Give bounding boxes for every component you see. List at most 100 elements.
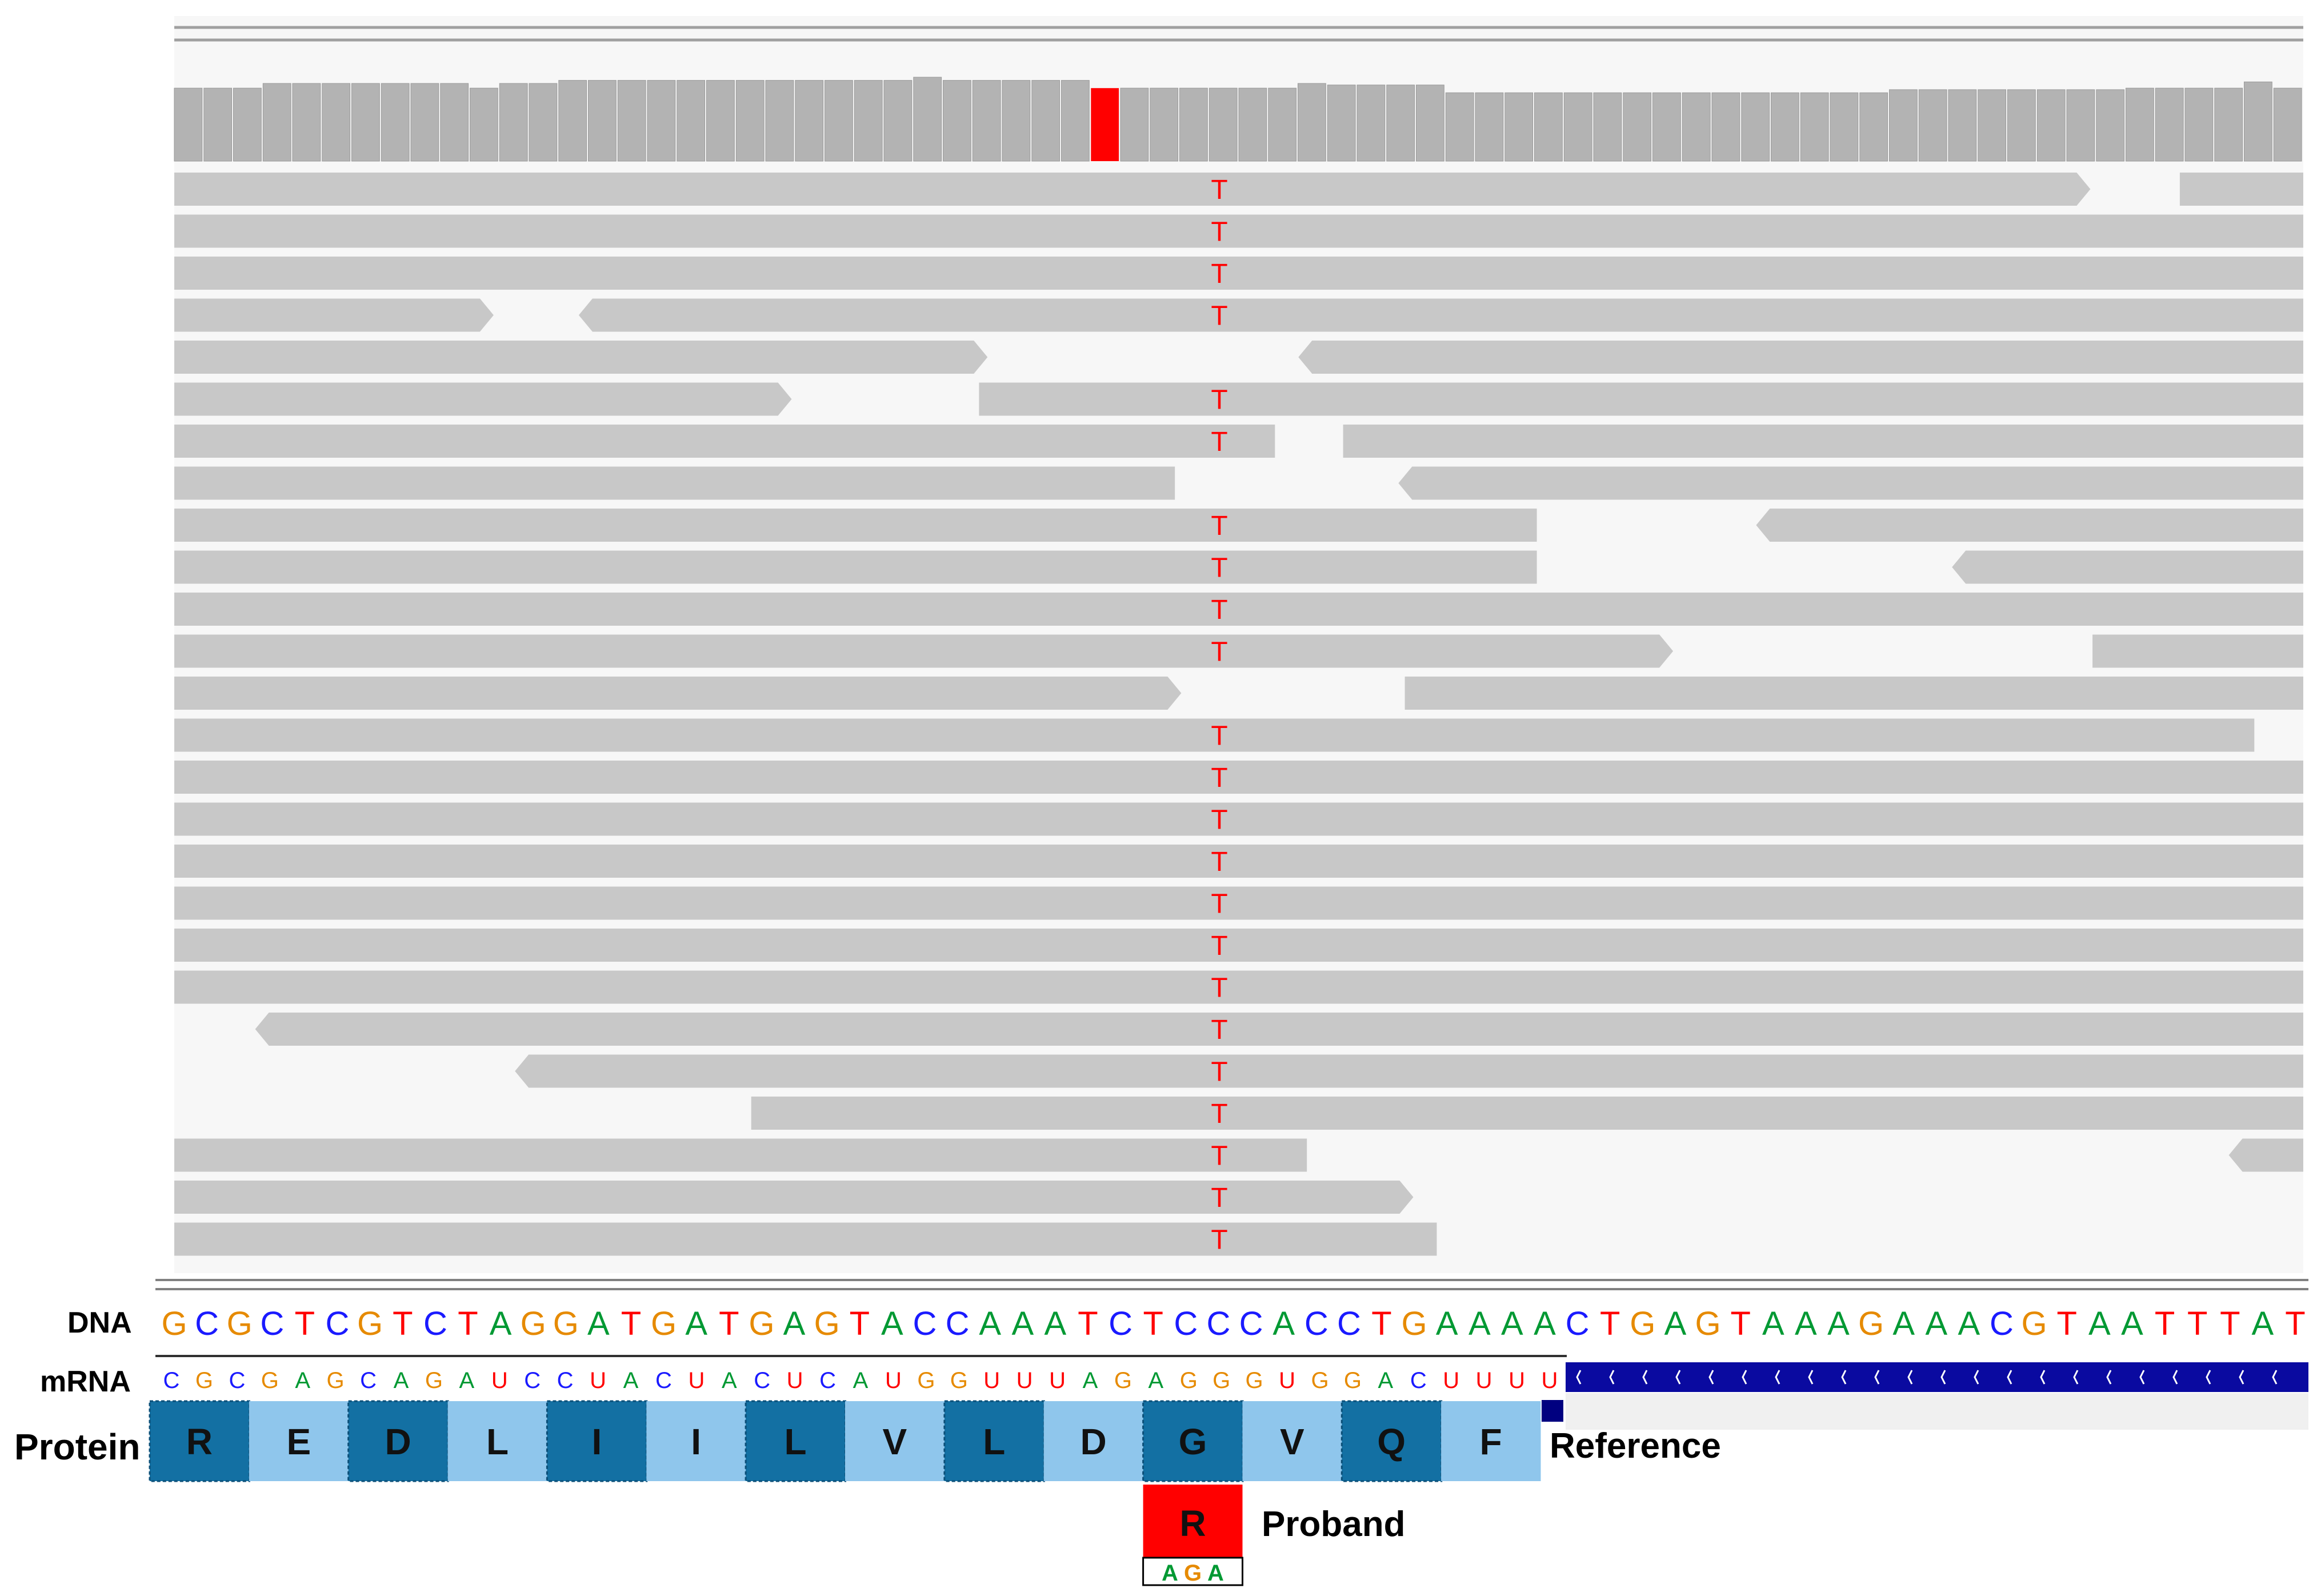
- transcript-end-cap: [1542, 1400, 1563, 1422]
- dna-base: G: [1630, 1305, 1655, 1342]
- read-mismatch-base: T: [1211, 553, 1227, 583]
- read-mismatch-base: T: [1211, 175, 1227, 205]
- proband-codon-base: A: [1162, 1561, 1178, 1586]
- protein-residue: I: [592, 1421, 602, 1462]
- dna-base: A: [1892, 1305, 1915, 1342]
- read-mismatch-base: T: [1211, 259, 1227, 289]
- protein-residue: I: [691, 1421, 701, 1462]
- coverage-bar: [2244, 81, 2272, 162]
- dna-base: C: [1206, 1305, 1230, 1342]
- read-segment: [1756, 509, 2303, 542]
- read-segment: [174, 970, 2303, 1004]
- dna-base: A: [1011, 1305, 1034, 1342]
- dna-base: A: [1827, 1305, 1850, 1342]
- dna-base: T: [719, 1305, 739, 1342]
- dna-base: T: [1730, 1305, 1750, 1342]
- proband-codon-box: [1142, 1557, 1243, 1586]
- mrna-base: G: [327, 1368, 345, 1393]
- coverage-bar: [1238, 87, 1267, 162]
- dna-base: C: [1990, 1305, 2014, 1342]
- coverage-bar: [795, 80, 824, 162]
- read-mismatch-base: T: [1211, 511, 1227, 541]
- coverage-bar: [1800, 92, 1829, 162]
- coverage-bar: [1711, 92, 1740, 162]
- coverage-bar: [735, 80, 765, 162]
- read-mismatch-base: T: [1211, 385, 1227, 415]
- read-mismatch-base: T: [1211, 1015, 1227, 1045]
- coverage-bar: [1918, 89, 1947, 162]
- protein-residue-box: [347, 1400, 449, 1482]
- mrna-base: C: [163, 1368, 180, 1393]
- coverage-bar: [1504, 92, 1534, 162]
- mrna-base: G: [1212, 1368, 1230, 1393]
- mrna-base: U: [1049, 1368, 1066, 1393]
- read-segment: [751, 1097, 2303, 1130]
- coverage-bar: [706, 80, 735, 162]
- read-segment: [174, 634, 1674, 668]
- transcript-lower-band: [1566, 1393, 2308, 1430]
- dna-base: A: [1045, 1305, 1067, 1342]
- coverage-bar: [1978, 89, 2007, 162]
- transcript-direction-arrow: [2172, 1370, 2178, 1385]
- coverage-bar: [203, 87, 233, 162]
- coverage-bar: [1593, 92, 1622, 162]
- coverage-bar: [1741, 92, 1770, 162]
- dna-base: T: [850, 1305, 870, 1342]
- coverage-bar: [2184, 87, 2214, 162]
- transcript-bar: [1566, 1362, 2308, 1392]
- dna-base: T: [295, 1305, 315, 1342]
- transcript-direction-arrow: [1576, 1370, 1582, 1385]
- dna-base: A: [1501, 1305, 1523, 1342]
- read-segment: [174, 550, 1537, 584]
- read-segment: [174, 1222, 1437, 1256]
- mrna-base: U: [688, 1368, 705, 1393]
- dna-base: T: [1143, 1305, 1163, 1342]
- mrna-base: C: [557, 1368, 574, 1393]
- dna-base: A: [1534, 1305, 1556, 1342]
- transcript-feature: [1542, 1362, 2308, 1430]
- transcript-direction-arrow: [1940, 1370, 1946, 1385]
- dna-base: C: [1109, 1305, 1133, 1342]
- mrna-base: A: [722, 1368, 737, 1393]
- coverage-bar: [1682, 92, 1711, 162]
- transcript-direction-arrow: [1775, 1370, 1780, 1385]
- mrna-base: G: [195, 1368, 213, 1393]
- transcript-direction-arrow: [1841, 1370, 1847, 1385]
- dna-base: C: [260, 1305, 284, 1342]
- protein-residue: D: [385, 1421, 411, 1462]
- read-mismatch-base: T: [1211, 217, 1227, 247]
- mrna-base: G: [1311, 1368, 1328, 1393]
- dna-base: A: [1958, 1305, 1980, 1342]
- coverage-bar: [1563, 92, 1592, 162]
- protein-residue: D: [1080, 1421, 1106, 1462]
- mrna-base: G: [1344, 1368, 1362, 1393]
- dna-base: T: [2187, 1305, 2207, 1342]
- dna-base: G: [1695, 1305, 1721, 1342]
- coverage-bar: [943, 80, 971, 162]
- dna-base: G: [2022, 1305, 2047, 1342]
- mrna-base: C: [229, 1368, 245, 1393]
- dna-base: T: [621, 1305, 641, 1342]
- coverage-bar: [2155, 87, 2184, 162]
- dna-base: A: [587, 1305, 610, 1342]
- transcript-direction-arrow: [1742, 1370, 1747, 1385]
- coverage-bar: [2273, 87, 2302, 162]
- mrna-base: U: [787, 1368, 803, 1393]
- coverage-bar: [1948, 89, 1977, 162]
- read-segment: [174, 425, 1275, 458]
- coverage-bar: [1830, 92, 1859, 162]
- dna-base: T: [1078, 1305, 1098, 1342]
- proband-variant: RA G A: [1142, 1485, 1243, 1586]
- mrna-base: G: [1180, 1368, 1198, 1393]
- coverage-bar: [1002, 80, 1031, 162]
- transcript-direction-arrow: [2040, 1370, 2046, 1385]
- read-segment: [174, 509, 1537, 542]
- coverage-bar: [262, 83, 291, 162]
- dna-base: C: [946, 1305, 970, 1342]
- read-mismatch-base: T: [1211, 427, 1227, 457]
- read-segment: [1398, 466, 2303, 500]
- dna-base: T: [2056, 1305, 2076, 1342]
- protein-residue-box: [943, 1400, 1045, 1482]
- dna-base: A: [1925, 1305, 1947, 1342]
